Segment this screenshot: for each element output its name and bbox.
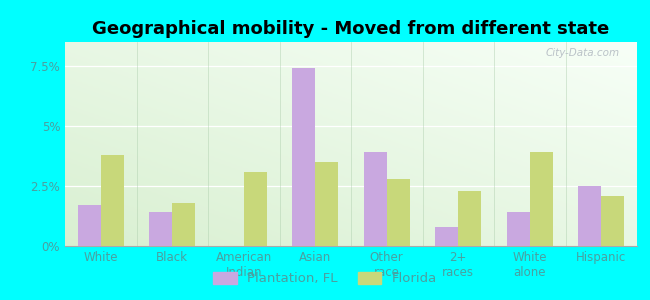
Bar [387, 179, 410, 246]
Bar [458, 191, 481, 246]
Bar [601, 196, 624, 246]
Bar [172, 203, 195, 246]
Bar [292, 68, 315, 246]
Bar [244, 172, 266, 246]
Bar [578, 186, 601, 246]
Text: City-Data.com: City-Data.com [546, 48, 620, 58]
Bar [150, 212, 172, 246]
Legend: Plantation, FL, Florida: Plantation, FL, Florida [207, 266, 443, 290]
Bar [507, 212, 530, 246]
Bar [315, 162, 338, 246]
Bar [78, 205, 101, 246]
Bar [101, 155, 124, 246]
Bar [364, 152, 387, 246]
Bar [530, 152, 552, 246]
Title: Geographical mobility - Moved from different state: Geographical mobility - Moved from diffe… [92, 20, 610, 38]
Bar [436, 227, 458, 246]
